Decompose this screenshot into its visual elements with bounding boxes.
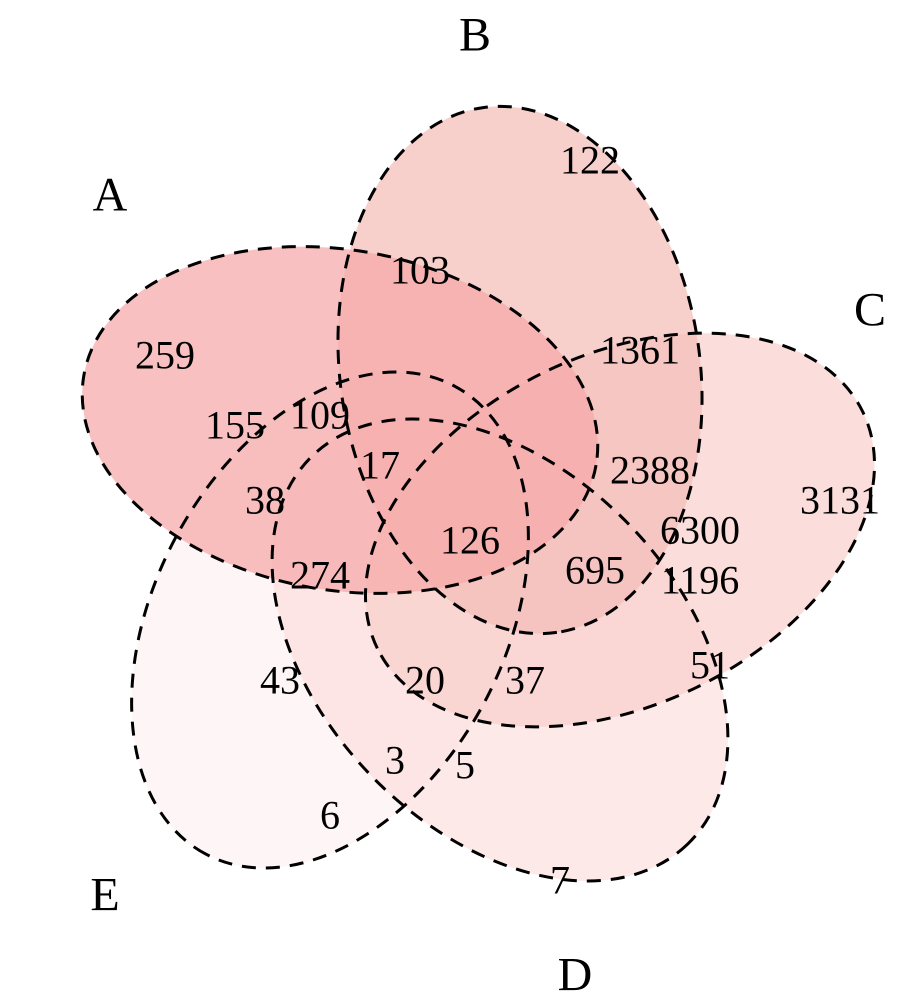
region-value-ACD: 1196 [661, 557, 740, 604]
set-label-B: B [459, 8, 491, 63]
region-value-AE: 155 [205, 402, 265, 449]
region-value-A: 259 [135, 332, 195, 379]
venn-svg [0, 0, 918, 1000]
set-label-E: E [90, 868, 119, 923]
region-value-B: 122 [560, 137, 620, 184]
region-value-C: 3131 [800, 477, 880, 524]
set-label-D: D [558, 948, 593, 1003]
set-label-C: C [854, 283, 886, 338]
region-value-BCDE: 695 [565, 547, 625, 594]
region-value-BC: 1361 [600, 327, 680, 374]
region-value-BDE: 5 [455, 742, 475, 789]
region-value-ABE: 109 [290, 392, 350, 439]
region-value-DE: 3 [385, 737, 405, 784]
region-value-CDE: 37 [505, 657, 545, 704]
region-value-ACDE: 274 [290, 552, 350, 599]
region-value-ABCE: 126 [440, 517, 500, 564]
region-value-D: 7 [550, 857, 570, 904]
region-value-ABDE: 20 [405, 657, 445, 704]
region-value-BCE: 2388 [610, 447, 690, 494]
set-label-A: A [93, 168, 128, 223]
region-value-CD: 51 [690, 642, 730, 689]
region-value-ADE: 43 [260, 657, 300, 704]
region-value-E_DE: 6 [320, 792, 340, 839]
region-value-ACE: 38 [245, 477, 285, 524]
region-value-BCD: 6300 [660, 507, 740, 554]
venn-diagram: A B C D E 259 122 3131 7 6 103 1361 51 3 155 109 2388 630… [0, 0, 918, 1000]
region-value-ABD: 17 [360, 442, 400, 489]
region-value-AB: 103 [390, 247, 450, 294]
